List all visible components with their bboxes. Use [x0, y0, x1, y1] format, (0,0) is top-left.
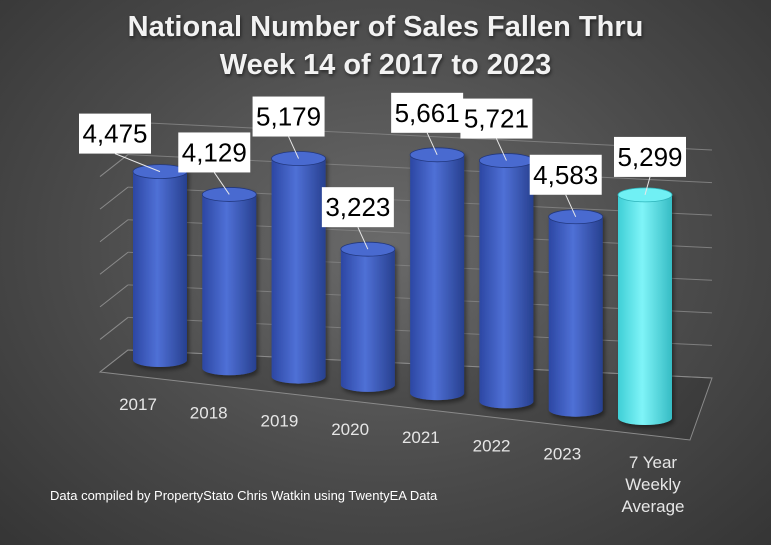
side-gridline	[99, 317, 129, 340]
bar-2020	[340, 241, 396, 392]
bar-2021	[409, 147, 465, 401]
data-label: 3,223	[325, 192, 390, 222]
side-gridline	[99, 219, 129, 243]
bar-2017	[132, 164, 188, 367]
data-label-box	[321, 187, 394, 228]
data-label: 5,661	[395, 98, 460, 128]
data-label-box	[529, 154, 602, 195]
side-gridline	[99, 186, 129, 210]
side-gridline	[99, 284, 129, 308]
bar-body	[202, 194, 257, 376]
bar-7-year-weekly-average	[617, 187, 673, 425]
x-tick-labels: 2017 2018 2019 2020 2021 2022 2023 7 Year Weekly…	[119, 395, 684, 516]
data-label-leader	[565, 194, 577, 217]
data-label-leader	[426, 132, 438, 156]
bar-top	[479, 153, 534, 168]
x-tick-label: 7 Year	[629, 453, 678, 472]
chart-title-line-2: Week 14 of 2017 to 2023	[219, 49, 552, 81]
bar-body	[340, 249, 395, 392]
data-label-box	[614, 136, 686, 177]
bars	[132, 147, 673, 425]
data-label-box	[252, 96, 325, 137]
bar-2023	[548, 209, 604, 417]
data-label-leader	[495, 138, 507, 161]
data-label-box	[79, 113, 151, 154]
data-label-leader	[114, 153, 161, 173]
bar-body	[479, 160, 534, 409]
chart-title-line-1: National Number of Sales Fallen Thru	[127, 11, 644, 43]
x-tick-label: 2021	[402, 428, 440, 447]
data-label-box	[460, 98, 533, 139]
bar-body	[271, 158, 326, 384]
data-label: 4,583	[533, 160, 598, 190]
x-tick-label: 2022	[473, 436, 511, 455]
x-tick-label: 2020	[331, 420, 369, 439]
data-label: 4,475	[82, 119, 147, 149]
data-label: 5,179	[256, 102, 321, 132]
x-tick-label: 2017	[119, 395, 157, 414]
bar-body	[410, 154, 465, 401]
x-tick-label: 2019	[261, 412, 299, 431]
x-tick-label: Average	[621, 497, 684, 516]
x-tick-label: 2018	[190, 403, 228, 422]
data-label: 5,299	[617, 142, 682, 172]
side-gridline	[99, 251, 129, 275]
bar-body	[548, 216, 603, 417]
chart-title: National Number of Sales Fallen Thru Wee…	[0, 8, 771, 84]
data-source-note: Data compiled by PropertyStato Chris Wat…	[50, 488, 438, 503]
data-label-leader	[644, 176, 651, 196]
data-label-box	[391, 92, 464, 133]
x-tick-label: 2023	[543, 445, 581, 464]
bar-2019	[271, 151, 326, 384]
side-gridline	[99, 154, 129, 177]
bar-body	[618, 194, 672, 425]
data-label-leader	[213, 172, 230, 195]
bar-2022	[479, 153, 534, 409]
data-label: 5,721	[464, 104, 529, 134]
x-tick-label: Weekly	[625, 475, 681, 494]
data-label-leader	[357, 226, 369, 250]
data-label-box	[178, 132, 251, 173]
data-label-leader	[288, 136, 300, 159]
data-label: 4,129	[182, 137, 247, 167]
bar-body	[133, 171, 187, 367]
bar-2018	[201, 187, 257, 376]
